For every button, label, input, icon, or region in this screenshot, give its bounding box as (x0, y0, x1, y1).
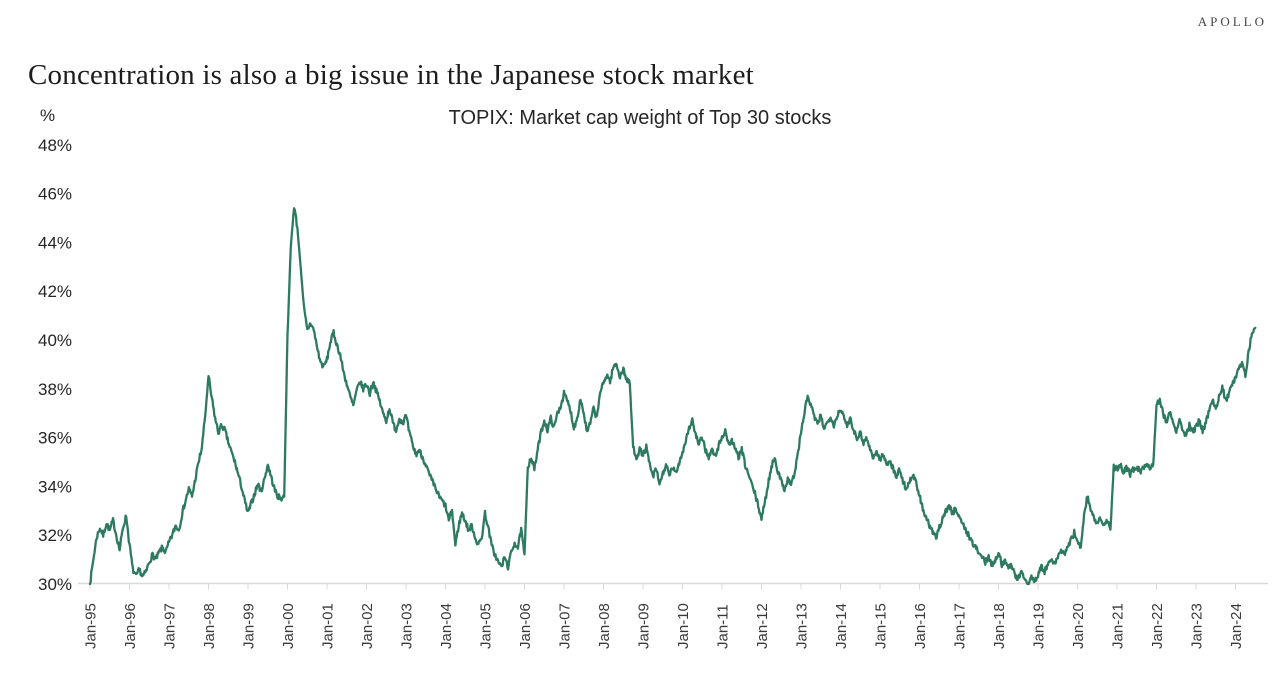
y-tick-label: 40% (38, 331, 72, 350)
x-tick-label: Jan-97 (162, 603, 179, 649)
x-tick-label: Jan-18 (991, 603, 1008, 649)
x-tick-label: Jan-23 (1189, 603, 1206, 649)
x-axis: Jan-95 Jan-96 Jan-97 Jan-98 Jan-99 Jan-00 Jan-… (78, 582, 1268, 649)
y-tick-label: 32% (38, 526, 72, 545)
x-tick-label: Jan-19 (1031, 603, 1048, 649)
data-series (88, 207, 1257, 586)
x-tick-label: Jan-02 (359, 603, 376, 649)
page-title: Concentration is also a big issue in the… (28, 59, 754, 92)
x-tick-label: Jan-14 (833, 603, 850, 649)
x-tick-label: Jan-03 (399, 603, 416, 649)
x-tick-label: Jan-00 (280, 603, 297, 649)
x-tick-label: Jan-01 (320, 603, 337, 649)
x-tick-label: Jan-20 (1070, 603, 1087, 649)
y-tick-label: 36% (38, 429, 72, 448)
x-tick-label: Jan-12 (754, 603, 771, 649)
x-tick-label: Jan-13 (794, 603, 811, 649)
x-tick-label: Jan-21 (1110, 603, 1127, 649)
y-tick-label: 42% (38, 282, 72, 301)
x-tick-label: Jan-24 (1228, 603, 1245, 649)
y-tick-label: 38% (38, 380, 72, 399)
x-tick-label: Jan-98 (201, 603, 218, 649)
x-tick-label: Jan-95 (83, 603, 100, 649)
y-tick-label: 44% (38, 233, 72, 252)
x-tick-label: Jan-99 (241, 603, 258, 649)
x-tick-label: Jan-07 (557, 603, 574, 649)
chart-title: TOPIX: Market cap weight of Top 30 stock… (448, 107, 832, 129)
topix-weight-line (88, 207, 1257, 586)
y-tick-label: 46% (38, 185, 72, 204)
x-tick-label: Jan-08 (596, 603, 613, 649)
apollo-logo: APOLLO (1197, 14, 1267, 29)
x-tick-label: Jan-16 (912, 603, 929, 649)
x-tick-label: Jan-10 (675, 603, 692, 649)
y-tick-label: 30% (38, 575, 72, 594)
y-axis-labels: % 48% 46% 44% 42% 40% 38% 36% 34% 32% 30% (38, 106, 72, 594)
x-tick-label: Jan-17 (952, 603, 969, 649)
x-tick-label: Jan-96 (122, 603, 139, 649)
y-tick-label: 34% (38, 477, 72, 496)
x-tick-label: Jan-09 (636, 603, 653, 649)
x-tick-label: Jan-05 (478, 603, 495, 649)
x-tick-label: Jan-15 (873, 603, 890, 649)
y-tick-label: 48% (38, 136, 72, 155)
x-tick-label: Jan-06 (517, 603, 534, 649)
x-tick-label: Jan-11 (715, 604, 732, 649)
y-unit-label: % (40, 106, 55, 125)
x-tick-label: Jan-04 (438, 603, 455, 649)
x-tick-label: Jan-22 (1149, 603, 1166, 649)
